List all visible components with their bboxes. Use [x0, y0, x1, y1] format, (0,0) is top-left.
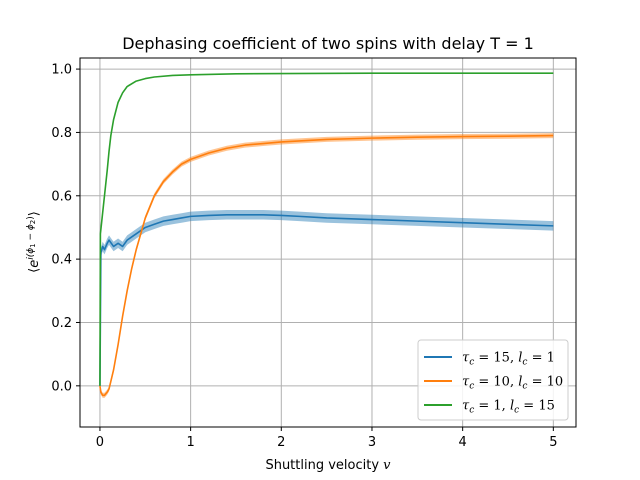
legend-box [417, 339, 569, 421]
series-layer [99, 72, 554, 398]
legend-label-2: τc = 10, lc = 10 [462, 375, 563, 392]
x-tick-label: 0 [96, 435, 104, 450]
y-tick-label: 0.6 [51, 189, 72, 204]
y-tick-label: 0.4 [51, 253, 72, 268]
x-tick-label: 4 [459, 435, 467, 450]
y-tick-label: 0.2 [51, 316, 72, 331]
y-tick-label: 0.8 [51, 126, 72, 141]
series-2-line [99, 134, 554, 397]
series-3-line [99, 72, 554, 386]
plot-frame [79, 57, 577, 428]
legend-label-3: τc = 1, lc = 15 [462, 399, 555, 416]
y-tick-label: 0.0 [51, 379, 72, 394]
x-tick-label: 2 [277, 435, 285, 450]
legend-label-1: τc = 15, lc = 1 [462, 351, 555, 368]
grid [80, 58, 576, 427]
x-axis-label: Shuttling velocity v [265, 458, 391, 473]
x-tick-label: 1 [186, 435, 194, 450]
chart-title: Dephasing coefficient of two spins with … [122, 34, 534, 53]
series-1-line [99, 213, 554, 386]
x-tick-label: 3 [368, 435, 376, 450]
svg-text:⟨ei(ϕ1 − ϕ2)⟩: ⟨ei(ϕ1 − ϕ2)⟩ [26, 211, 42, 273]
y-axis-label: ⟨ei(ϕ1 − ϕ2)⟩ [26, 211, 42, 273]
legend: τc = 15, lc = 1 τc = 10, lc = 10 τc = 1, l… [417, 339, 569, 421]
x-tick-label: 5 [549, 435, 557, 450]
x-axis-label-text: Shuttling velocity [265, 458, 383, 473]
y-tick-label: 1.0 [51, 63, 72, 78]
ticks: 0 1 2 3 4 5 0.0 0.2 0.4 0.6 0.8 1.0 [51, 63, 557, 450]
